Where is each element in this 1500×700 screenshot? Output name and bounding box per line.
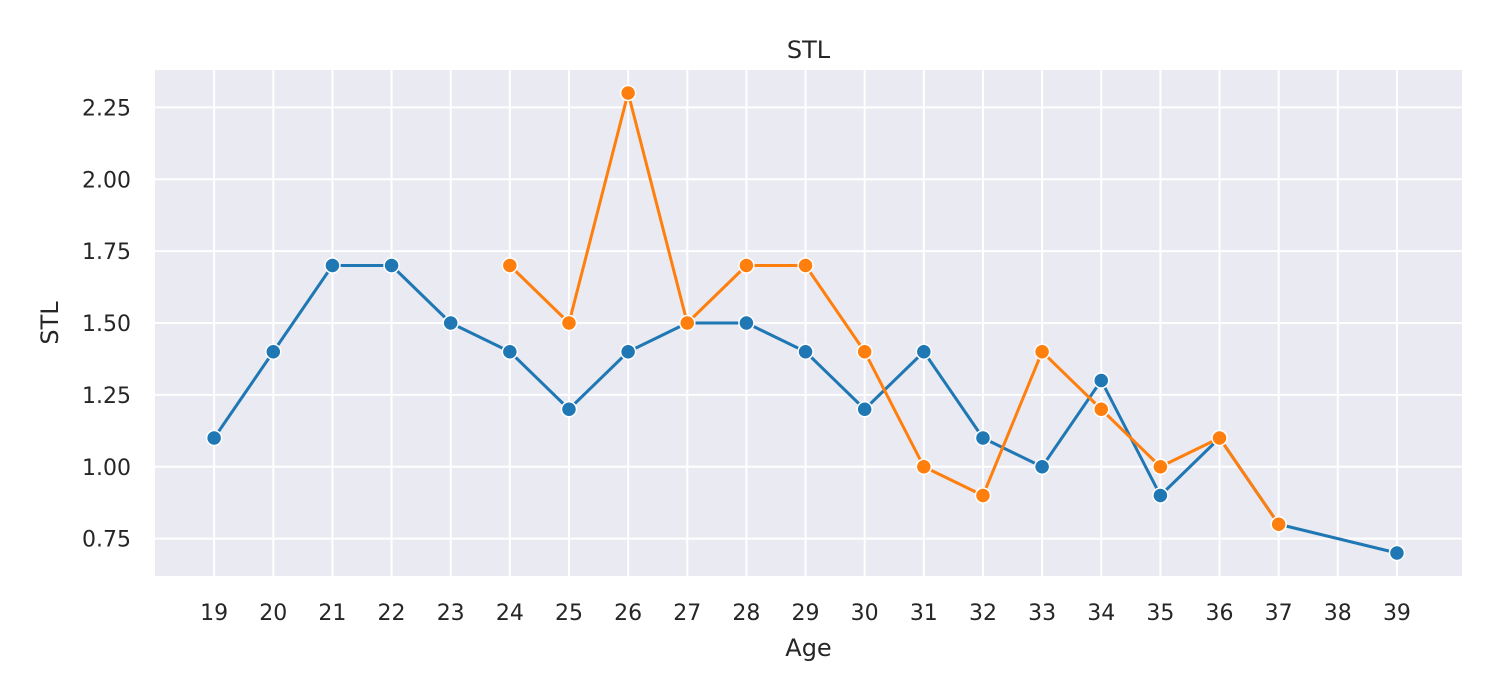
data-point [1092,401,1110,418]
data-point [619,84,637,102]
data-point [915,343,933,360]
y-tick-label: 0.75 [82,528,131,553]
x-tick-label: 21 [318,601,346,626]
data-point [856,343,873,360]
x-tick-label: 33 [1028,601,1056,626]
x-tick-label: 20 [259,601,287,626]
y-tick-label: 1.25 [82,384,131,409]
data-point [560,401,578,418]
x-tick-label: 39 [1383,601,1411,626]
x-tick-label: 22 [378,601,406,626]
data-point [383,257,400,274]
data-point [797,257,814,274]
data-point [738,314,755,332]
data-point [442,314,459,332]
data-point [1388,544,1406,562]
x-tick-label: 30 [851,601,879,626]
data-point [560,314,578,332]
x-tick-label: 32 [969,601,997,626]
x-tick-label: 28 [732,601,760,626]
y-tick-label: 1.50 [82,312,131,337]
x-tick-label: 24 [496,601,524,626]
data-point [501,343,519,360]
data-point [797,343,814,360]
x-tick-label: 27 [673,601,701,626]
y-tick-label: 2.25 [82,96,131,121]
series-layer [205,84,1406,562]
x-tick-label: 37 [1265,601,1293,626]
x-tick-label: 35 [1146,601,1174,626]
y-tick-label: 1.00 [82,456,131,481]
data-point [738,257,755,274]
horizontal-gridlines [155,106,1462,540]
data-point [619,343,637,360]
y-tick-labels: 0.75 1.00 1.25 1.50 1.75 2.00 2.25 [82,96,131,552]
series-line [508,91,1281,526]
x-tick-label: 38 [1324,601,1352,626]
x-tick-label: 25 [555,601,583,626]
x-tick-label: 29 [792,601,820,626]
x-tick-label: 36 [1206,601,1234,626]
data-point [1270,516,1287,533]
data-point [1033,458,1051,475]
data-point [1211,429,1228,447]
x-tick-label: 31 [910,601,938,626]
series-2 [501,84,1287,533]
y-tick-label: 1.75 [82,240,131,265]
data-point [501,257,519,274]
data-point [1152,458,1169,475]
data-point [1092,372,1110,389]
data-point [324,257,341,274]
x-tick-labels: 19 20 21 22 23 24 25 26 27 28 29 30 31 32 33 34 35 36 37 38… [200,601,1411,626]
data-point [679,314,696,332]
y-tick-label: 2.00 [82,168,131,193]
x-tick-label: 19 [200,601,228,626]
data-point [856,401,873,418]
data-point [1033,343,1051,360]
y-axis-label: STL [36,301,64,345]
data-point [974,487,992,504]
data-point [205,429,223,447]
data-point [974,429,992,447]
x-tick-label: 34 [1087,601,1115,626]
x-axis-label: Age [785,634,831,662]
data-point [265,343,282,360]
series-line [212,264,1399,555]
x-tick-label: 23 [437,601,465,626]
data-point [915,458,933,475]
chart-title: STL [787,36,831,64]
x-tick-label: 26 [614,601,642,626]
data-point [1152,487,1169,504]
